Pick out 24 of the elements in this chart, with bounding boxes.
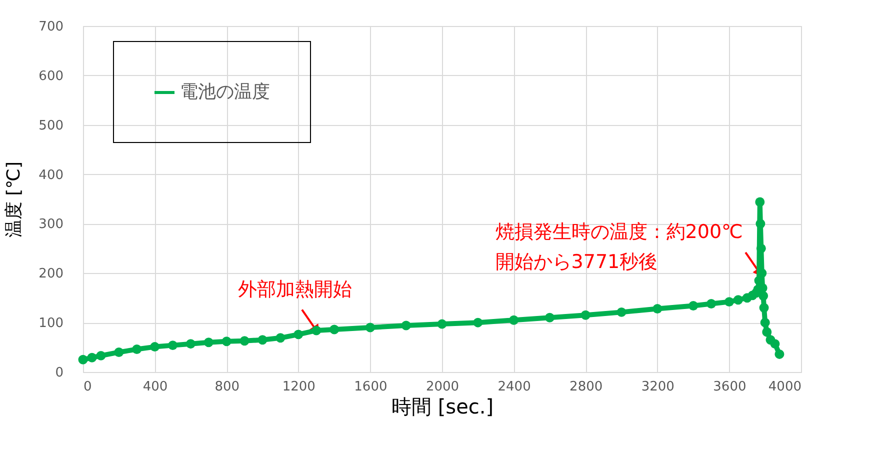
- x-tick-label: 0: [84, 380, 92, 394]
- y-tick-label: 400: [38, 168, 64, 183]
- y-tick-label: 500: [38, 118, 64, 134]
- x-axis-title: 時間 [sec.]: [391, 394, 494, 418]
- x-tick-label: 1600: [354, 380, 388, 394]
- y-tick-label: 600: [38, 68, 64, 84]
- x-tick-label: 800: [214, 380, 240, 394]
- x-tick-label: 2400: [498, 380, 531, 394]
- y-tick-label: 100: [38, 316, 64, 332]
- annotation: 外部加熱開始: [238, 278, 352, 300]
- legend-label: 電池の温度: [180, 82, 270, 102]
- x-tick-label: 2000: [426, 380, 460, 394]
- x-tick-label: 400: [142, 380, 168, 394]
- x-tick-label: 3600: [713, 380, 746, 394]
- y-tick-label: 0: [55, 366, 64, 380]
- x-tick-label: 2800: [570, 380, 603, 394]
- annotation: 焼損発生時の温度：約200℃ 開始から3771秒後: [495, 221, 743, 274]
- x-tick-label: 4000: [768, 380, 802, 394]
- x-tick-label: 3200: [641, 380, 674, 394]
- y-tick-label: 200: [38, 266, 64, 282]
- y-axis-title: 温度 [℃]: [4, 162, 25, 238]
- y-tick-label: 700: [38, 20, 64, 34]
- y-tick-label: 300: [38, 217, 64, 232]
- x-tick-label: 1200: [282, 380, 316, 394]
